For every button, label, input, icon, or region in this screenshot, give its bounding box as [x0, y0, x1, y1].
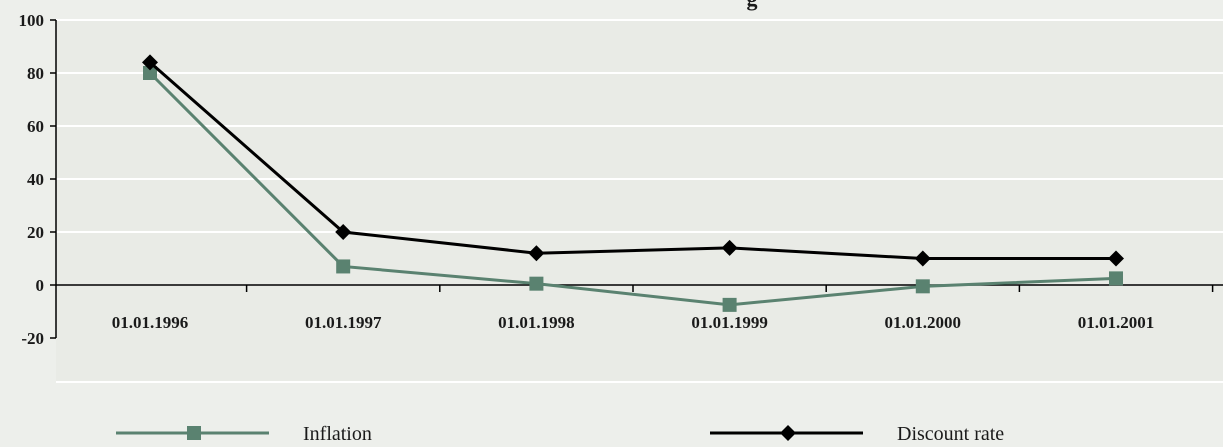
- inflation-data-point: [529, 276, 544, 291]
- y-tick-label: 40: [27, 170, 44, 189]
- inflation-data-point: [722, 297, 737, 312]
- discount-rate-data-point: [528, 245, 545, 262]
- discount-rate-data-point: [1108, 250, 1124, 267]
- x-tick-label: 01.01.2001: [1078, 313, 1155, 332]
- plot-background: [56, 20, 1223, 382]
- legend-label-inflation: Inflation: [303, 423, 372, 445]
- inflation-data-point: [915, 279, 930, 294]
- y-tick-label: 20: [27, 223, 44, 242]
- gridlines: [56, 19, 1223, 383]
- inflation-data-point: [336, 259, 351, 274]
- y-tick-label: 0: [36, 276, 45, 295]
- legend-marker-inflation: [187, 426, 201, 440]
- legend-label-discount-rate: Discount rate: [897, 423, 1004, 445]
- inflation-series-line: [148, 71, 1117, 307]
- discount-rate-series-line: [149, 61, 1116, 260]
- y-tick-label: 60: [27, 117, 44, 136]
- inflation-data-point: [143, 66, 157, 80]
- chart-title: g: [747, 0, 758, 11]
- legend-marker-discount-rate: [780, 425, 796, 441]
- x-tick-label: 01.01.1999: [691, 313, 768, 332]
- x-tick-label: 01.01.1996: [112, 313, 189, 332]
- x-tick-label: 01.01.1998: [498, 313, 575, 332]
- legend: Inflation Discount rate: [116, 423, 1004, 445]
- inflation-data-point: [1109, 271, 1123, 286]
- series-lines: [142, 54, 1124, 312]
- axes: 100 80 60 40 20 0 -20 01.01.1996 01.01.1997 01.01…: [19, 11, 1223, 348]
- discount-rate-data-point: [721, 239, 738, 256]
- discount-rate-data-point: [335, 224, 352, 240]
- y-tick-label: 100: [19, 11, 45, 30]
- discount-rate-data-point: [142, 54, 158, 71]
- y-tick-label: 80: [27, 64, 44, 83]
- y-tick-label: -20: [21, 329, 44, 348]
- x-tick-label: 01.01.2000: [885, 313, 962, 332]
- discount-rate-data-point: [914, 250, 931, 267]
- x-tick-label: 01.01.1997: [305, 313, 382, 332]
